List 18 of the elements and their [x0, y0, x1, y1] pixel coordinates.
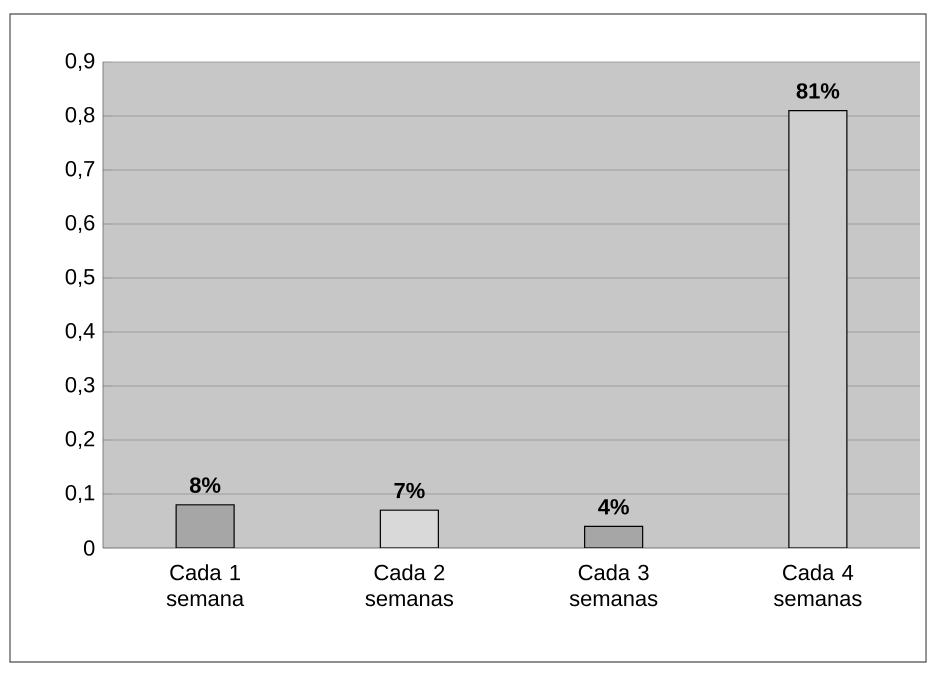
- y-tick-label: 0,1: [66, 484, 94, 504]
- x-tick-label: Cada 2 semanas: [366, 564, 454, 606]
- y-tick-label: 0,2: [66, 430, 94, 450]
- data-label: 81%: [796, 83, 840, 99]
- y-tick-label: 0,3: [66, 376, 94, 396]
- y-tick-label: 0,9: [66, 52, 94, 72]
- y-tick-label: 0,7: [66, 160, 94, 180]
- y-tick-label: 0: [84, 540, 94, 556]
- x-tick-label: Cada 1 semana: [166, 564, 244, 606]
- x-tick-label: Cada 3 semanas: [570, 564, 658, 606]
- x-tick-label: Cada 4 semanas: [774, 564, 862, 606]
- data-label: 8%: [190, 477, 220, 493]
- y-tick-label: 0,5: [66, 268, 94, 288]
- y-tick-label: 0,8: [66, 106, 94, 126]
- y-tick-label: 0,6: [66, 214, 94, 234]
- data-label: 7%: [394, 482, 425, 498]
- y-tick-label: 0,4: [66, 322, 95, 342]
- data-label: 4%: [598, 499, 629, 514]
